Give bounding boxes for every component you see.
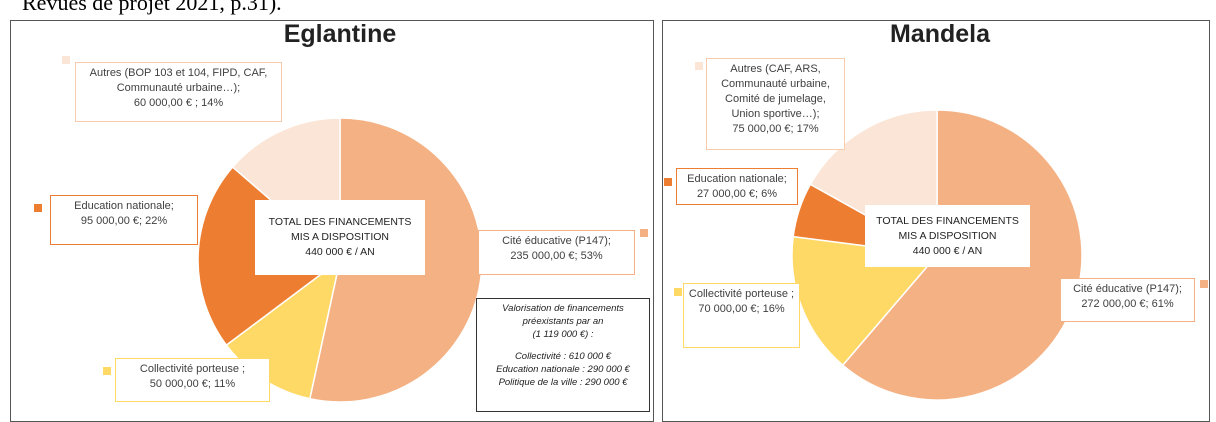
slice-label: Collectivité porteuse ; 50 000,00 €; 11%	[115, 358, 270, 402]
annotation-line: (1 119 000 €) :	[532, 329, 594, 340]
legend-marker	[103, 367, 111, 375]
category-label: Autres (BOP 103 et 104, FIPD, CAF, Commu…	[89, 67, 268, 94]
category-label: Education nationale;	[687, 173, 787, 185]
category-label: Collectivité porteuse ;	[688, 288, 795, 300]
value-label: 27 000,00 €; 6%	[696, 188, 778, 200]
annotation-line: Politique de la ville : 290 000 €	[498, 377, 628, 388]
caption: Revues de projet 2021, p.31).	[22, 0, 282, 15]
center-label: TOTAL DES FINANCEMENTS MIS A DISPOSITION 4…	[865, 205, 1030, 267]
legend-marker	[62, 56, 70, 64]
slice-label: Cité éducative (P147); 235 000,00 €; 53%	[478, 230, 635, 275]
slice-label: Autres (CAF, ARS, Communauté urbaine, Co…	[706, 58, 845, 150]
category-label: Cité éducative (P147);	[502, 235, 611, 247]
category-label: Education nationale;	[74, 200, 174, 212]
category-label: Autres (CAF, ARS, Communauté urbaine, Co…	[721, 63, 830, 120]
value-label: 235 000,00 €; 53%	[510, 250, 603, 262]
value-label: 75 000,00 €; 17%	[732, 123, 819, 135]
annotation-line: Valorisation de financements préexistant…	[502, 303, 624, 327]
slice-label: Autres (BOP 103 et 104, FIPD, CAF, Commu…	[75, 62, 282, 122]
pie-slice	[791, 235, 939, 367]
value-label: 70 000,00 €; 16%	[698, 303, 785, 315]
legend-marker	[640, 229, 648, 237]
center-line: MIS A DISPOSITION	[290, 231, 390, 243]
slice-label: Education nationale; 95 000,00 €; 22%	[50, 195, 198, 245]
legend-marker	[1200, 280, 1208, 288]
center-label: TOTAL DES FINANCEMENTS MIS A DISPOSITION 4…	[255, 200, 425, 275]
value-label: 60 000,00 € ; 14%	[133, 97, 224, 109]
value-label: 272 000,00 €; 61%	[1081, 298, 1174, 310]
legend-marker	[695, 62, 703, 70]
center-line: TOTAL DES FINANCEMENTS	[268, 216, 412, 228]
value-label: 50 000,00 €; 11%	[149, 378, 236, 390]
center-line: MIS A DISPOSITION	[898, 229, 997, 242]
center-line: TOTAL DES FINANCEMENTS	[876, 214, 1019, 227]
page: Revues de projet 2021, p.31). (() => { c…	[10, 0, 1210, 422]
annotation-line: Collectivité : 610 000 €	[514, 351, 612, 362]
slice-label: Cité éducative (P147); 272 000,00 €; 61%	[1060, 278, 1195, 322]
category-label: Collectivité porteuse ;	[139, 363, 246, 375]
slice-label: Education nationale; 27 000,00 €; 6%	[676, 168, 798, 205]
annotation-line: Education nationale : 290 000 €	[496, 364, 630, 375]
value-label: 95 000,00 €; 22%	[80, 215, 168, 227]
category-label: Cité éducative (P147);	[1073, 283, 1182, 295]
annotation: Valorisation de financements préexistant…	[476, 298, 650, 412]
legend-marker	[34, 204, 42, 212]
legend-marker	[674, 288, 682, 296]
chart-title: Mandela	[889, 20, 991, 48]
legend-marker	[664, 178, 672, 186]
center-line: 440 000 € / AN	[305, 246, 375, 258]
slice-label: Collectivité porteuse ; 70 000,00 €; 16%	[683, 283, 800, 348]
chart-title: Eglantine	[283, 20, 397, 48]
center-line: 440 000 € / AN	[912, 244, 983, 257]
